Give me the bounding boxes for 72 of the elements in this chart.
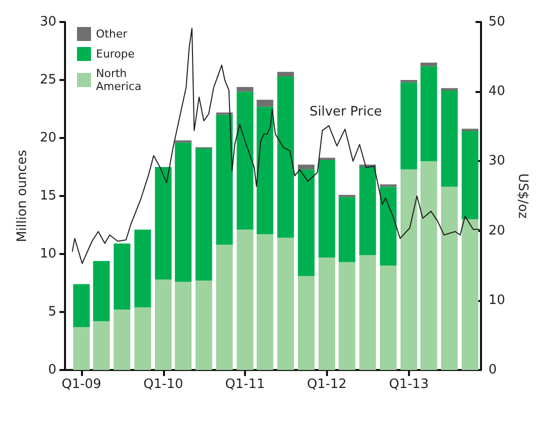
bar bbox=[277, 72, 294, 77]
y2-tick-label: 10 bbox=[488, 292, 506, 308]
y-tick-label: 30 bbox=[40, 14, 56, 30]
bar bbox=[256, 234, 274, 370]
y-tick-label: 20 bbox=[40, 130, 56, 146]
bar bbox=[236, 86, 254, 92]
bar bbox=[380, 266, 397, 370]
bar bbox=[318, 160, 336, 258]
bar bbox=[154, 167, 172, 280]
bar bbox=[359, 167, 376, 256]
legend-label: Europe bbox=[96, 48, 135, 60]
bar bbox=[73, 284, 90, 328]
y-tick-label: 10 bbox=[40, 246, 56, 262]
bar bbox=[195, 148, 212, 281]
bar bbox=[114, 244, 130, 310]
bar bbox=[256, 106, 274, 234]
bar bbox=[236, 92, 254, 230]
bar bbox=[462, 131, 478, 220]
legend-label: North America bbox=[96, 67, 142, 93]
bar bbox=[298, 169, 315, 276]
bar bbox=[73, 327, 90, 370]
bar bbox=[380, 186, 397, 266]
bar bbox=[216, 112, 233, 115]
bar bbox=[134, 307, 151, 370]
bar bbox=[256, 100, 274, 107]
y2-tick-label: 30 bbox=[488, 154, 506, 169]
y-tick-label: 25 bbox=[40, 72, 56, 88]
bar bbox=[462, 219, 478, 370]
bar bbox=[359, 255, 376, 370]
bar bbox=[236, 230, 254, 370]
y-tick-label: 0 bbox=[48, 362, 56, 378]
bar bbox=[441, 90, 458, 187]
y2-tick-label: 40 bbox=[488, 84, 506, 100]
y-tick-label: 15 bbox=[40, 188, 56, 204]
y2-tick-label: 50 bbox=[488, 14, 506, 30]
y2-axis-title: US$/oz bbox=[515, 173, 530, 219]
bar bbox=[298, 164, 315, 170]
y-tick-label: 5 bbox=[48, 304, 56, 320]
x-tick-label: Q1-11 bbox=[225, 377, 265, 392]
bar bbox=[93, 321, 110, 370]
bar bbox=[154, 280, 172, 370]
legend-label: Other bbox=[96, 28, 128, 40]
bar bbox=[277, 76, 294, 238]
bar bbox=[93, 260, 110, 322]
bar bbox=[441, 186, 458, 370]
bar bbox=[338, 197, 356, 262]
bar bbox=[216, 114, 233, 245]
bar bbox=[114, 310, 130, 370]
bar bbox=[400, 169, 418, 370]
bar bbox=[400, 82, 418, 170]
x-tick-label: Q1-09 bbox=[62, 377, 102, 392]
bar bbox=[277, 238, 294, 370]
series-label: Silver Price bbox=[310, 104, 382, 120]
bar bbox=[318, 158, 336, 160]
x-tick-label: Q1-12 bbox=[306, 377, 347, 392]
x-tick-label: Q1-10 bbox=[143, 377, 184, 392]
bar bbox=[420, 66, 438, 162]
bar bbox=[298, 276, 315, 370]
bar bbox=[420, 161, 438, 370]
bar bbox=[318, 257, 336, 370]
x-tick-label: Q1-13 bbox=[388, 377, 429, 392]
bar bbox=[216, 244, 233, 370]
bar bbox=[174, 282, 192, 370]
bar bbox=[195, 280, 212, 370]
bar bbox=[338, 262, 356, 370]
y2-tick-label: 20 bbox=[488, 223, 506, 238]
y2-tick-label: 0 bbox=[488, 362, 497, 378]
bar bbox=[174, 142, 192, 282]
bar bbox=[462, 128, 478, 132]
y-axis-title: Million ounces bbox=[15, 150, 30, 242]
bar bbox=[134, 230, 151, 308]
bar bbox=[420, 62, 438, 66]
